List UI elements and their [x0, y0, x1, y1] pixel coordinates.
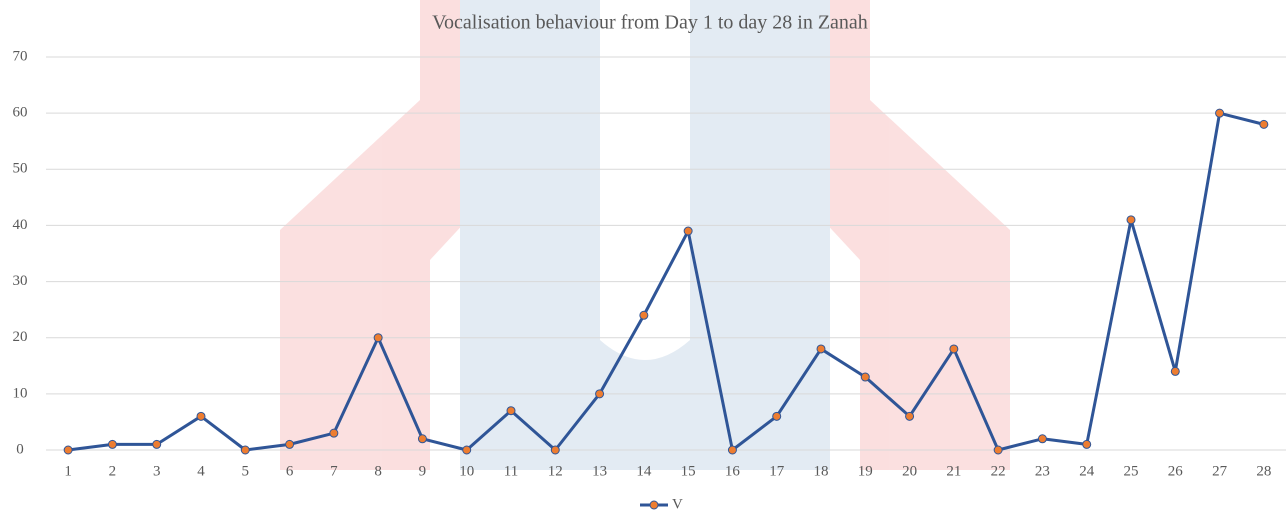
watermark-shape: [460, 0, 830, 470]
data-point: [595, 389, 605, 399]
watermark-shape: [280, 0, 560, 470]
x-tick-label: 3: [153, 463, 161, 479]
x-tick-label: 21: [946, 463, 961, 479]
data-point: [1126, 215, 1136, 225]
x-tick-label: 27: [1212, 463, 1228, 479]
watermark-shape: [730, 0, 1010, 470]
data-point: [1259, 119, 1269, 129]
x-tick-label: 20: [902, 463, 917, 479]
data-point: [240, 445, 250, 455]
data-point: [285, 439, 295, 449]
x-tick-label: 22: [991, 463, 1006, 479]
data-point: [860, 372, 870, 382]
legend-marker: [649, 500, 659, 510]
x-tick-label: 23: [1035, 463, 1050, 479]
x-tick-label: 10: [459, 463, 474, 479]
data-point: [506, 406, 516, 416]
y-tick-label: 60: [13, 105, 28, 121]
data-point: [905, 411, 915, 421]
data-point: [1170, 366, 1180, 376]
data-point: [63, 445, 73, 455]
data-point: [1037, 434, 1047, 444]
data-point: [727, 445, 737, 455]
data-point: [373, 333, 383, 343]
x-tick-label: 2: [109, 463, 117, 479]
data-point: [993, 445, 1003, 455]
x-tick-label: 7: [330, 463, 338, 479]
watermark: [280, 0, 1010, 470]
y-tick-label: 40: [13, 217, 28, 233]
data-point: [816, 344, 826, 354]
y-tick-label: 50: [13, 161, 28, 177]
data-point: [152, 439, 162, 449]
y-tick-label: 0: [16, 441, 24, 457]
legend-label: V: [672, 496, 683, 512]
x-tick-label: 17: [769, 463, 785, 479]
y-tick-label: 70: [13, 48, 28, 64]
x-tick-label: 11: [504, 463, 518, 479]
data-point: [462, 445, 472, 455]
data-point: [107, 439, 117, 449]
x-tick-label: 1: [64, 463, 72, 479]
data-point: [949, 344, 959, 354]
x-tick-label: 18: [814, 463, 829, 479]
x-tick-label: 14: [636, 463, 652, 479]
y-tick-label: 10: [13, 385, 28, 401]
y-tick-label: 20: [13, 329, 28, 345]
data-point: [683, 226, 693, 236]
data-point: [1215, 108, 1225, 118]
data-point: [329, 428, 339, 438]
data-point: [1082, 439, 1092, 449]
x-tick-label: 25: [1124, 463, 1139, 479]
x-tick-label: 19: [858, 463, 873, 479]
x-tick-label: 8: [374, 463, 382, 479]
x-tick-label: 28: [1256, 463, 1271, 479]
x-tick-label: 24: [1079, 463, 1095, 479]
x-tick-label: 5: [242, 463, 250, 479]
x-tick-label: 6: [286, 463, 294, 479]
data-line: [67, 111, 1265, 452]
data-point: [196, 411, 206, 421]
data-point: [772, 411, 782, 421]
x-tick-label: 13: [592, 463, 607, 479]
x-tick-label: 16: [725, 463, 741, 479]
data-point: [550, 445, 560, 455]
x-tick-label: 4: [197, 463, 205, 479]
x-tick-label: 15: [681, 463, 696, 479]
chart-title: Vocalisation behaviour from Day 1 to day…: [432, 12, 868, 34]
x-tick-label: 9: [419, 463, 427, 479]
data-point: [639, 310, 649, 320]
y-tick-label: 30: [13, 273, 28, 289]
x-tick-label: 12: [548, 463, 563, 479]
data-point: [417, 434, 427, 444]
x-tick-label: 26: [1168, 463, 1184, 479]
